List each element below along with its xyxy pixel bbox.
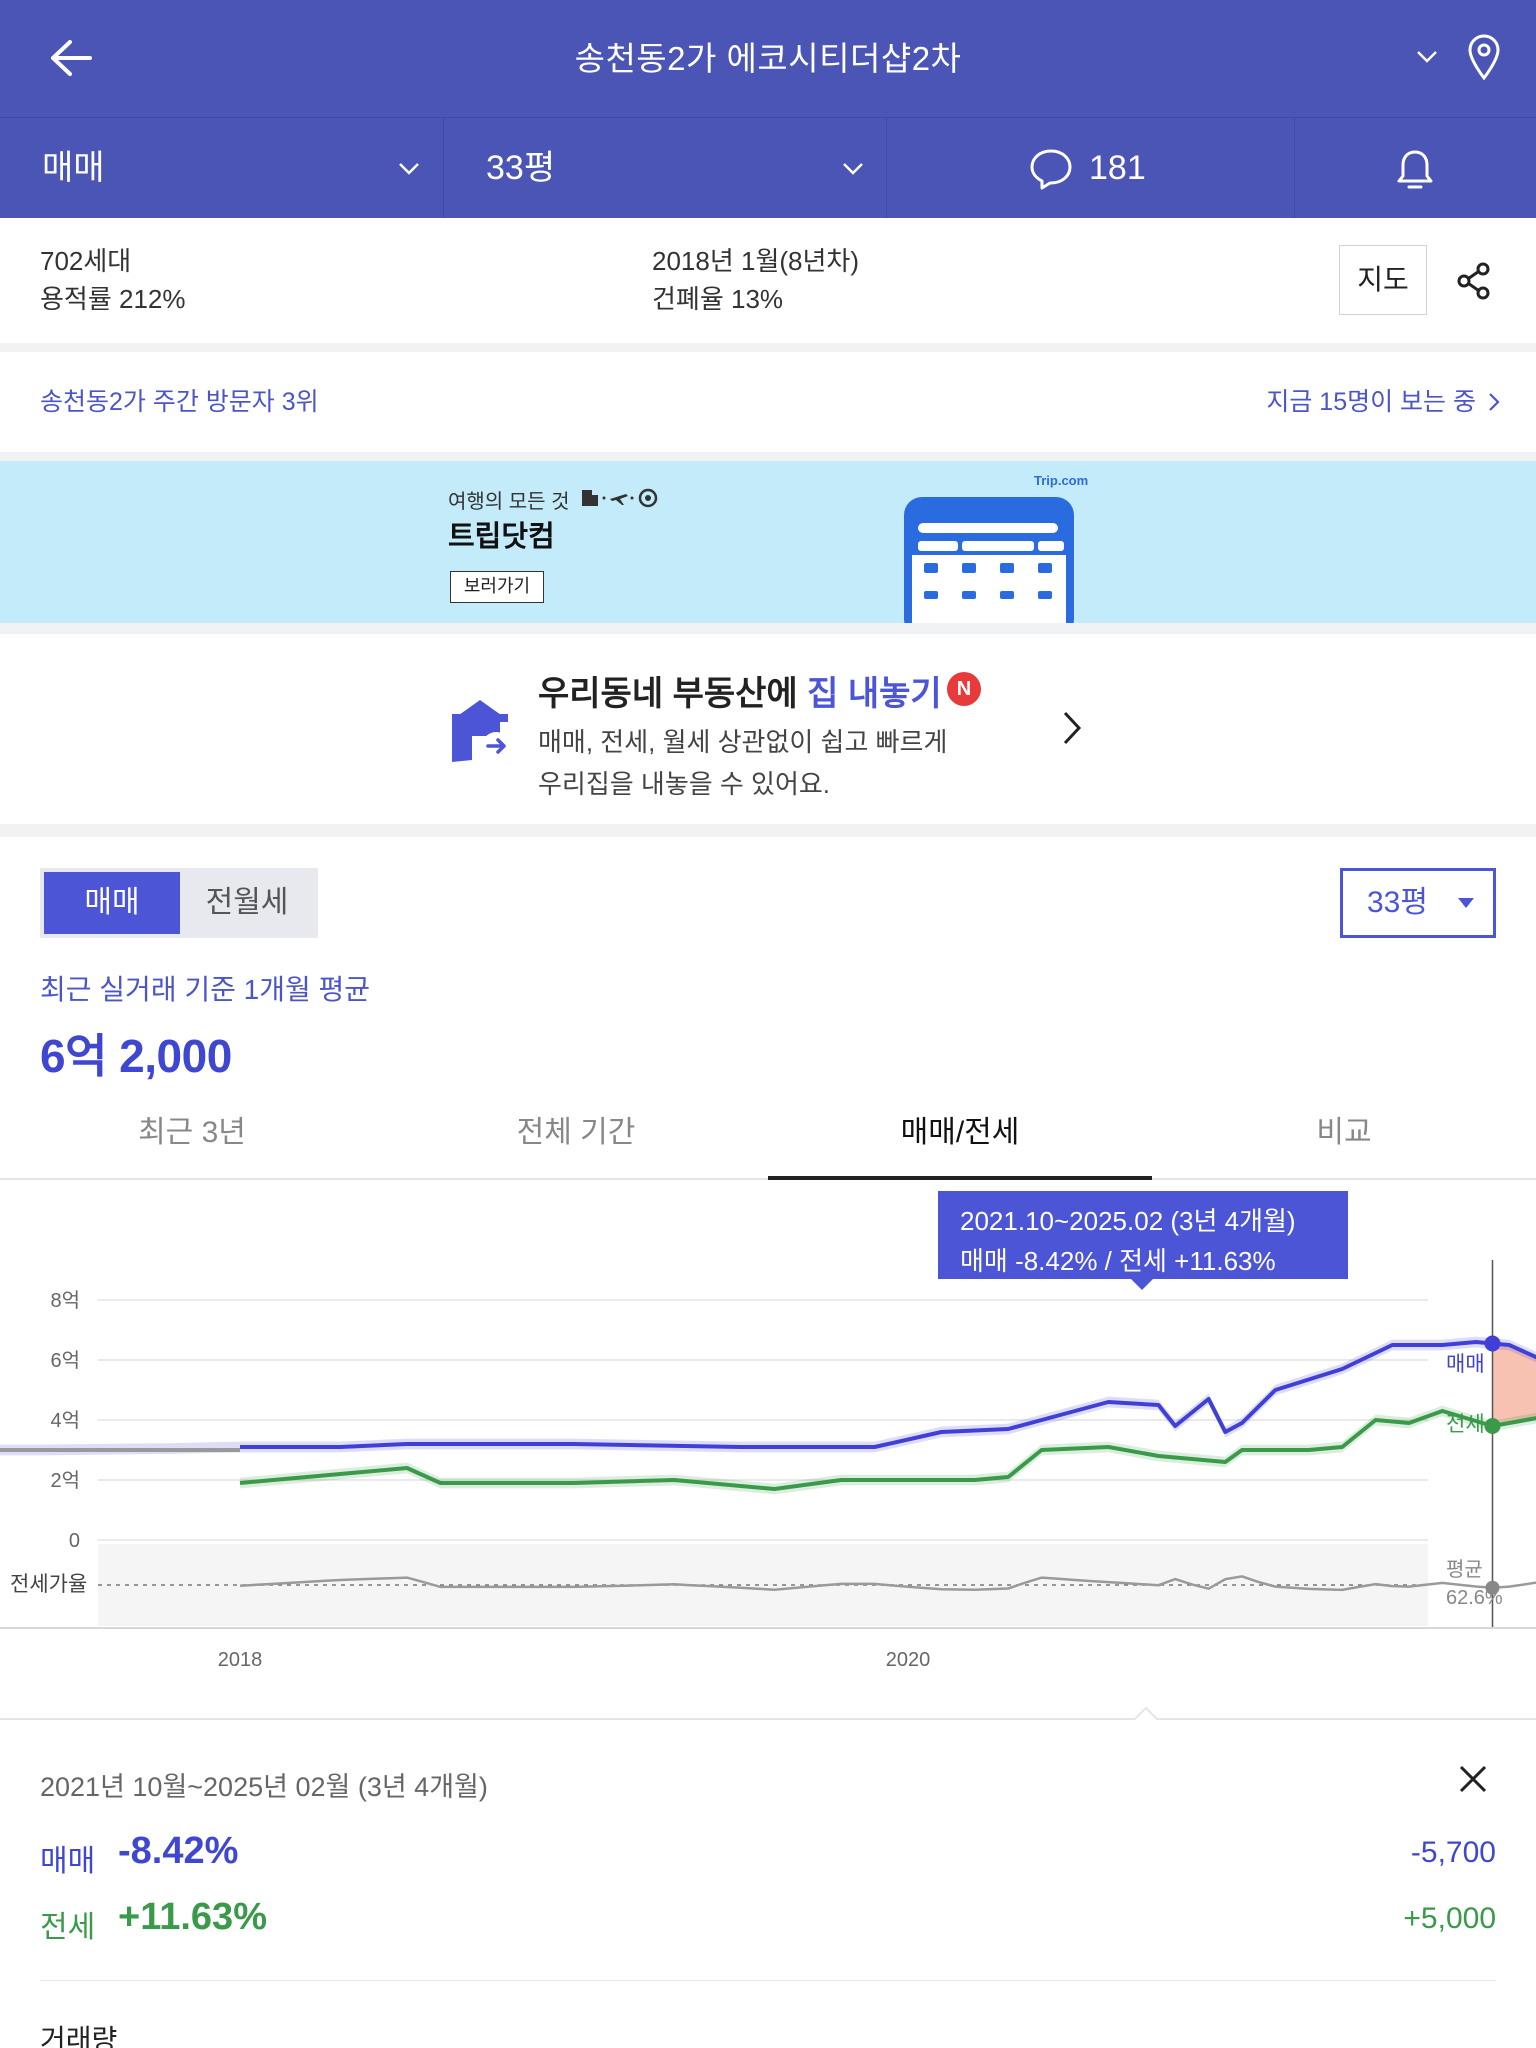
notification-button[interactable] [1295, 118, 1536, 219]
detail-jeonse-amount: +5,000 [1403, 1902, 1496, 1935]
page-title[interactable]: 송천동2가 에코시티더샵2차 [574, 40, 962, 77]
travel-icons [582, 488, 658, 508]
detail-period: 2021년 10월~2025년 02월 (3년 4개월) [40, 1772, 488, 1802]
pyeong-label: 33평 [486, 149, 556, 187]
jeonse-point [1484, 1418, 1501, 1434]
chevron-down-icon[interactable] [1416, 50, 1438, 64]
speech-bubble-icon [1030, 149, 1072, 190]
floor-area-ratio: 용적률 212% [40, 284, 186, 314]
chevron-right-icon [1063, 711, 1082, 745]
listing-promo[interactable]: 우리동네 부동산에 집 내놓기 N 매매, 전세, 월세 상관없이 쉽고 빠르게… [0, 634, 1536, 824]
tooltip-period: 2021.10~2025.02 (3년 4개월) [960, 1206, 1296, 1236]
ad-banner[interactable]: 여행의 모든 것 트립닷컴 보러가기 Trip.com [0, 461, 1536, 623]
map-button[interactable]: 지도 [1339, 245, 1427, 315]
detail-sale-label: 매매 [40, 1845, 96, 1878]
comments-button[interactable]: 181 [887, 118, 1295, 219]
range-tooltip: 2021.10~2025.02 (3년 4개월) 매매 -8.42% / 전세 … [938, 1191, 1348, 1279]
y-tick-label: 2억 [50, 1469, 80, 1492]
location-pin-icon[interactable] [1466, 32, 1502, 80]
detail-jeonse-label: 전세 [40, 1911, 96, 1944]
ratio-line [239, 1575, 1536, 1592]
average-price: 6억 2,000 [40, 1030, 232, 1082]
households: 702세대 [40, 246, 132, 276]
chevron-down-icon [843, 163, 863, 175]
bell-icon [1397, 150, 1433, 189]
promo-line-1: 매매, 전세, 월세 상관없이 쉽고 빠르게 [538, 727, 948, 757]
x-tick-label: 2020 [886, 1649, 931, 1671]
sale-point [1484, 1335, 1501, 1352]
detail-sale-pct: -8.42% [118, 1830, 239, 1872]
ad-tagline: 여행의 모든 것 [448, 491, 570, 513]
divider [0, 824, 1536, 837]
divider [0, 452, 1536, 461]
built-date: 2018년 1월(8년차) [652, 246, 859, 276]
tooltip-pointer [1130, 1278, 1154, 1290]
caret-down-icon [1458, 898, 1474, 908]
segment-sale[interactable]: 매매 [44, 872, 180, 934]
pyeong-select-value: 33평 [1367, 886, 1428, 919]
tooltip-changes: 매매 -8.42% / 전세 +11.63% [960, 1246, 1276, 1276]
new-badge: N [947, 672, 981, 706]
volume-heading: 거래량 [40, 2024, 118, 2048]
pyeong-dropdown[interactable]: 33평 [444, 118, 887, 219]
average-caption: 최근 실거래 기준 1개월 평균 [40, 974, 371, 1005]
promo-title: 우리동네 부동산에 [538, 675, 808, 713]
back-arrow-icon[interactable] [48, 38, 92, 78]
ad-brand: 트립닷컴 [448, 521, 555, 553]
sale-range-band [0, 1336, 1536, 1456]
chart-tabs: 최근 3년 전체 기간 매매/전세 비교 [0, 1093, 1536, 1180]
share-icon[interactable] [1456, 262, 1492, 300]
viewing-now: 지금 15명이 보는 중 [1266, 388, 1476, 416]
y-tick-label: 8억 [50, 1289, 80, 1312]
ratio-label: 전세가율 [10, 1573, 87, 1596]
trade-type-dropdown[interactable]: 매매 [0, 118, 444, 219]
promo-title-accent: 집 내놓기 [807, 675, 942, 713]
x-tick-label: 2018 [218, 1649, 263, 1671]
detail-divider [0, 1718, 1536, 1720]
price-type-toggle: 매매 전월세 [40, 868, 318, 938]
detail-jeonse-pct: +11.63% [118, 1896, 267, 1938]
tab-all-period[interactable]: 전체 기간 [516, 1116, 636, 1149]
ratio-point [1485, 1580, 1500, 1595]
divider [0, 343, 1536, 352]
comment-count: 181 [1089, 149, 1146, 187]
tab-compare[interactable]: 비교 [1316, 1116, 1372, 1149]
chevron-right-icon [1489, 393, 1500, 411]
pyeong-select[interactable]: 33평 [1340, 868, 1496, 938]
house-upload-icon [452, 700, 510, 762]
jeonse-series-label: 전세 [1446, 1413, 1485, 1436]
chevron-down-icon [399, 163, 419, 175]
y-tick-label: 0 [69, 1530, 80, 1552]
top-bar: 송천동2가 에코시티더샵2차 [0, 0, 1536, 117]
y-tick-label: 6억 [50, 1349, 80, 1372]
complex-info: 702세대 용적률 212% 2018년 1월(8년차) 건폐율 13% [0, 218, 1536, 343]
close-icon[interactable] [1458, 1764, 1488, 1794]
selection-area [1492, 1343, 1536, 1426]
ratio-avg-label: 평균 [1446, 1558, 1483, 1581]
visitor-banner[interactable]: 송천동2가 주간 방문자 3위 지금 15명이 보는 중 [0, 352, 1536, 452]
building-coverage: 건폐율 13% [652, 284, 784, 314]
divider [40, 1980, 1496, 1981]
segment-rent[interactable]: 전월세 [205, 886, 289, 919]
phone-mockup [904, 497, 1074, 623]
y-tick-label: 4억 [50, 1409, 80, 1432]
divider [0, 623, 1536, 634]
promo-line-2: 우리집을 내놓을 수 있어요. [538, 769, 831, 799]
jeonse-series-line [239, 1409, 1536, 1491]
trade-type-label: 매매 [42, 149, 105, 187]
sale-series-label: 매매 [1446, 1353, 1485, 1376]
tab-recent-3y[interactable]: 최근 3년 [138, 1116, 246, 1149]
detail-pointer [1134, 1706, 1158, 1720]
detail-sale-amount: -5,700 [1410, 1836, 1496, 1869]
ad-cta-button[interactable]: 보러가기 [450, 571, 544, 603]
sale-series-line [240, 1340, 1536, 1449]
filter-bar: 매매 33평 181 [0, 117, 1536, 219]
ad-logo: Trip.com [1034, 473, 1089, 488]
ratio-avg-value: 62.6% [1446, 1587, 1503, 1609]
tab-sale-jeonse[interactable]: 매매/전세 [768, 1093, 1152, 1180]
visitor-rank: 송천동2가 주간 방문자 3위 [40, 388, 319, 416]
